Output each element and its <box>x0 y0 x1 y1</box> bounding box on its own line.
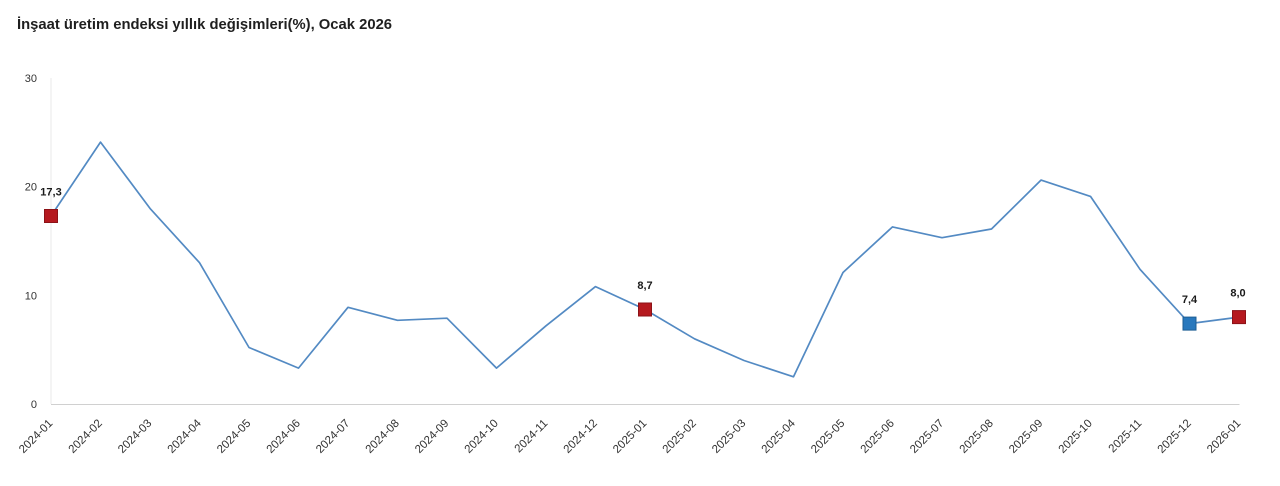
svg-text:2024-03: 2024-03 <box>116 418 154 456</box>
svg-text:20: 20 <box>25 182 37 194</box>
svg-text:2026-01: 2026-01 <box>1205 418 1243 456</box>
svg-text:2025-07: 2025-07 <box>908 418 946 456</box>
svg-text:2024-02: 2024-02 <box>67 418 105 456</box>
svg-text:2025-11: 2025-11 <box>1107 418 1145 456</box>
svg-text:2024-12: 2024-12 <box>562 418 600 456</box>
svg-text:7,4: 7,4 <box>1182 294 1198 306</box>
svg-text:8,7: 8,7 <box>637 280 652 292</box>
svg-text:2024-09: 2024-09 <box>413 418 451 456</box>
svg-text:2024-08: 2024-08 <box>364 418 402 456</box>
svg-text:2024-05: 2024-05 <box>215 418 253 456</box>
svg-text:2024-10: 2024-10 <box>463 418 501 456</box>
svg-text:8,0: 8,0 <box>1230 288 1245 300</box>
svg-text:2024-11: 2024-11 <box>513 418 551 456</box>
svg-text:0: 0 <box>31 399 37 411</box>
svg-text:2025-05: 2025-05 <box>809 418 847 456</box>
svg-text:30: 30 <box>25 73 37 85</box>
svg-text:2024-06: 2024-06 <box>265 418 303 456</box>
svg-text:2025-01: 2025-01 <box>611 418 649 456</box>
svg-text:10: 10 <box>25 290 37 302</box>
svg-text:2024-04: 2024-04 <box>166 417 205 456</box>
svg-text:2025-06: 2025-06 <box>859 418 897 456</box>
svg-text:2025-02: 2025-02 <box>661 418 699 456</box>
svg-text:2025-10: 2025-10 <box>1057 418 1095 456</box>
svg-text:2025-09: 2025-09 <box>1007 418 1045 456</box>
svg-text:2024-07: 2024-07 <box>314 418 352 456</box>
svg-text:17,3: 17,3 <box>40 187 61 199</box>
svg-text:2025-03: 2025-03 <box>710 418 748 456</box>
svg-text:2025-12: 2025-12 <box>1156 418 1194 456</box>
svg-text:2025-04: 2025-04 <box>760 417 799 456</box>
svg-text:2024-01: 2024-01 <box>17 418 55 456</box>
svg-text:2025-08: 2025-08 <box>958 418 996 456</box>
